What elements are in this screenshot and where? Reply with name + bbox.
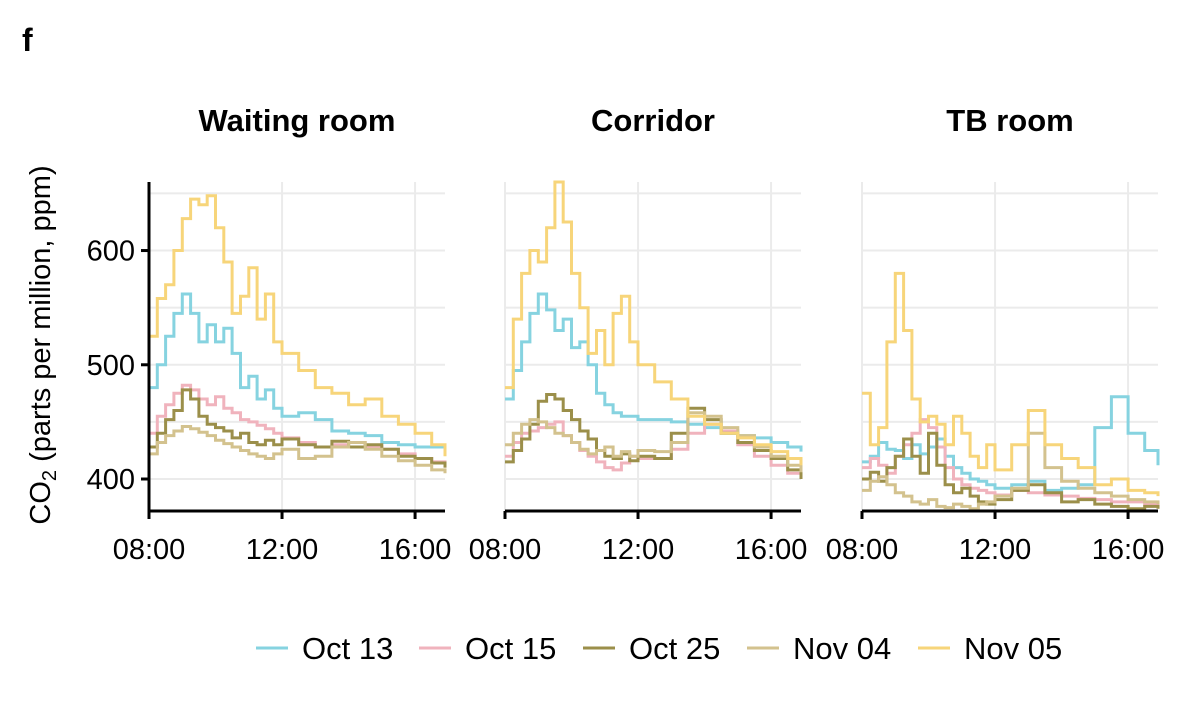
x-tick-label: 08:00	[826, 534, 899, 566]
facet-title-tb-room: TB room	[946, 103, 1073, 138]
x-tick-label: 12:00	[959, 534, 1032, 566]
legend-label-oct-13: Oct 13	[302, 631, 393, 666]
series-line-tb-room-oct-25	[862, 431, 1160, 511]
x-tick-label: 16:00	[1092, 534, 1165, 566]
legend-label-oct-25: Oct 25	[629, 631, 720, 666]
series-line-waiting-room-oct-25	[149, 388, 447, 468]
series-line-tb-room-nov-04	[862, 431, 1160, 511]
legend-label-oct-15: Oct 15	[465, 631, 556, 666]
legend-label-nov-05: Nov 05	[964, 631, 1062, 666]
y-tick-label: 400	[87, 464, 135, 496]
series-line-tb-room-oct-13	[862, 395, 1160, 492]
facet-title-waiting-room: Waiting room	[199, 103, 396, 138]
x-tick-label: 08:00	[469, 534, 542, 566]
y-axis-title-subscript: 2	[39, 470, 61, 481]
series-line-corridor-nov-04	[505, 411, 803, 473]
legend-label-nov-04: Nov 04	[793, 631, 891, 666]
facet-title-layer: Waiting room Corridor TB room	[199, 103, 1074, 138]
y-axis-title-layer: CO2 (parts per million, ppm)	[25, 165, 61, 524]
y-tick-label: 500	[87, 350, 135, 382]
panel-label: f	[22, 22, 33, 58]
series-line-waiting-room-oct-13	[149, 292, 447, 452]
series-line-tb-room-oct-15	[862, 418, 1160, 507]
y-axis-title: CO2 (parts per million, ppm)	[25, 165, 61, 524]
x-tick-label: 12:00	[602, 534, 675, 566]
y-axis-title-rest: (parts per million, ppm)	[25, 165, 57, 470]
grid-layer	[148, 182, 1158, 511]
x-tick-label: 12:00	[246, 534, 319, 566]
y-axis-title-main: CO	[25, 481, 57, 525]
series-line-corridor-nov-05	[505, 180, 803, 466]
series-line-tb-room-nov-05	[862, 271, 1160, 497]
x-tick-label: 08:00	[113, 534, 186, 566]
legend: Oct 13 Oct 15 Oct 25 Nov 04 Nov 05	[256, 631, 1062, 666]
series-line-waiting-room-nov-05	[149, 194, 447, 457]
y-tick-label: 600	[87, 236, 135, 268]
axis-layer: 08:00 12:00 16:00 08:00 12:00 16:00 08:00 12:00…	[87, 182, 1165, 566]
series-layer	[149, 180, 1160, 511]
x-tick-label: 16:00	[735, 534, 808, 566]
facet-title-corridor: Corridor	[591, 103, 715, 138]
series-line-waiting-room-nov-04	[149, 425, 447, 474]
x-tick-label: 16:00	[379, 534, 452, 566]
